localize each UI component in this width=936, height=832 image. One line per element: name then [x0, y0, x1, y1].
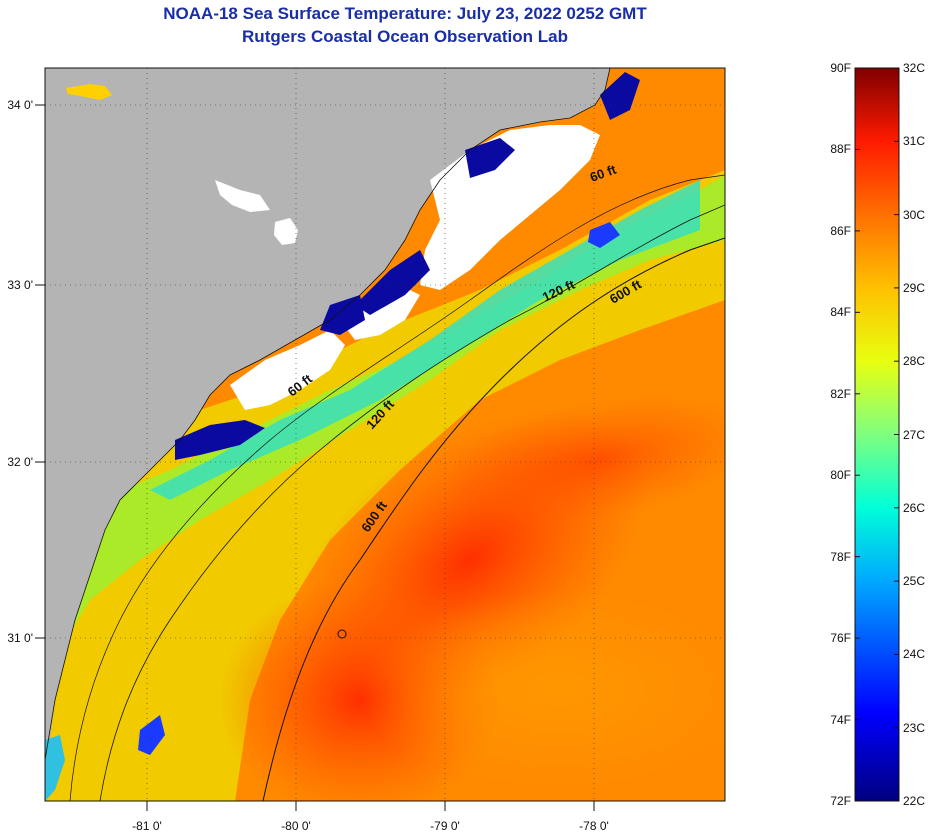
buoy-marker: [337, 629, 347, 639]
cloud-patch-north: [420, 125, 600, 290]
cold-patch-2: [355, 250, 430, 315]
colorbar-label-celsius: 22C: [903, 794, 926, 808]
colorbar-label-fahrenheit: 72F: [830, 794, 851, 808]
lat-tick-label: 33 0': [7, 278, 33, 292]
colorbar-label-celsius: 24C: [903, 647, 926, 662]
colorbar-label-celsius: 26C: [903, 500, 926, 515]
colorbar-label-fahrenheit: 74F: [830, 712, 851, 727]
isobath-60ft: [69, 174, 725, 801]
warm-core-east: [442, 394, 725, 526]
colorbar-label-celsius: 29C: [903, 280, 926, 295]
cold-patch-7: [138, 715, 165, 755]
colorbar: [854, 67, 900, 802]
inland-cloud-1: [215, 180, 270, 212]
inland-blob: [66, 84, 112, 100]
isobath-600ft: [262, 237, 725, 801]
chart-title: NOAA-18 Sea Surface Temperature: July 23…: [163, 4, 647, 23]
lat-tick-label: 34 0': [7, 98, 33, 112]
nearshore-band: [45, 170, 725, 801]
colorbar-label-fahrenheit: 84F: [830, 305, 851, 320]
lat-tick-label: 31 0': [7, 631, 33, 645]
colorbar-label-celsius: 28C: [903, 354, 926, 369]
cloud-patch-small: [340, 285, 420, 340]
coastline: [45, 68, 611, 761]
colorbar-label-fahrenheit: 90F: [830, 61, 851, 75]
colorbar-label-celsius: 32C: [903, 61, 926, 75]
colorbar-ticks: [855, 67, 899, 802]
colorbar-label-fahrenheit: 82F: [830, 386, 851, 401]
colorbar-label-celsius: 30C: [903, 207, 926, 222]
inland-cloud-2: [274, 218, 298, 245]
cold-patch-8: [45, 735, 65, 801]
orange-glow: [360, 590, 725, 790]
colorbar-label-fahrenheit: 86F: [830, 223, 851, 238]
cloud-patch-mid: [230, 330, 345, 410]
map-frame: [44, 67, 726, 802]
axis-ticks: [35, 104, 595, 811]
lon-tick-label: -80 0': [281, 819, 311, 832]
cold-patch-6: [588, 222, 620, 248]
lon-tick-label: -81 0': [132, 819, 162, 832]
colorbar-label-celsius: 25C: [903, 574, 926, 589]
colorbar-label-fahrenheit: 76F: [830, 631, 851, 646]
chart-subtitle: Rutgers Coastal Ocean Observation Lab: [242, 27, 568, 46]
graticule: [45, 68, 725, 801]
lat-tick-label: 32 0': [7, 455, 33, 469]
cold-patch-1: [465, 138, 515, 178]
colorbar-label-celsius: 23C: [903, 720, 926, 735]
colorbar-label-fahrenheit: 80F: [830, 468, 851, 483]
colorbar-label-celsius: 27C: [903, 427, 926, 442]
colorbar-label-fahrenheit: 78F: [830, 549, 851, 564]
lon-tick-label: -78 0': [579, 819, 609, 832]
colorbar-label-celsius: 31C: [903, 134, 926, 149]
lon-tick-label: -79 0': [430, 819, 460, 832]
isobath-120ft: [99, 204, 725, 801]
colorbar-label-fahrenheit: 88F: [830, 142, 851, 157]
cold-patch-5: [600, 72, 640, 120]
map-imagery: 60 ft 120 ft 600 ft 60 ft 120 ft 600 ft: [45, 68, 725, 801]
cold-patch-3: [320, 295, 365, 335]
coastal-cyan: [150, 180, 700, 500]
cold-patch-4: [175, 420, 265, 460]
land-mass: [45, 68, 610, 760]
